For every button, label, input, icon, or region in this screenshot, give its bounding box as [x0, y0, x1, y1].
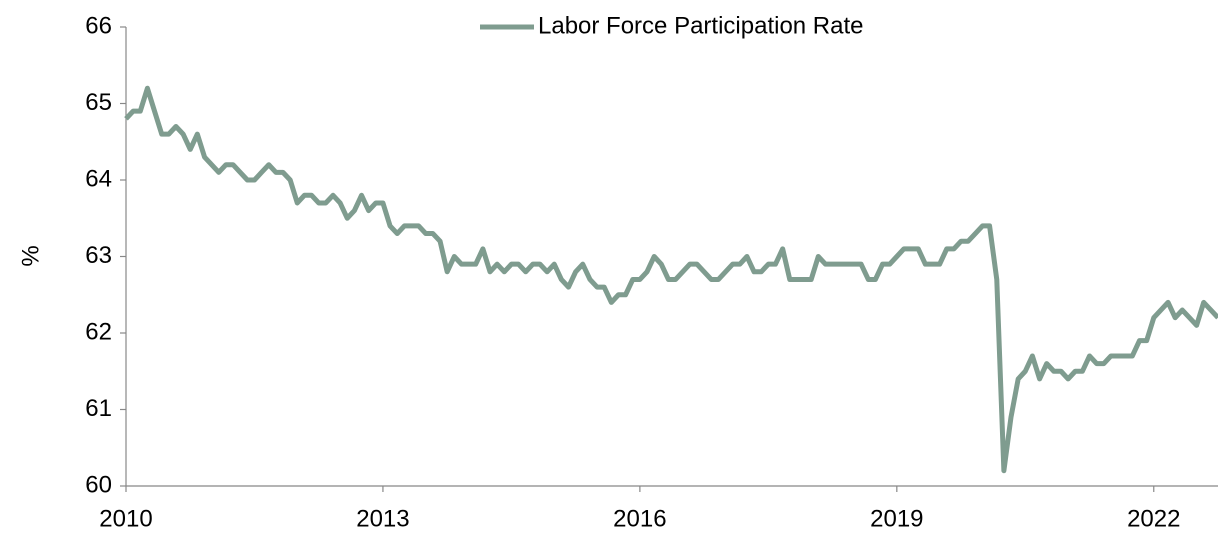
x-tick-label: 2016: [613, 505, 666, 532]
x-tick-label: 2013: [356, 505, 409, 532]
x-tick-label: 2010: [99, 505, 152, 532]
y-tick-label: 64: [85, 165, 112, 192]
y-axis-label: %: [17, 245, 44, 266]
y-tick-label: 66: [85, 12, 112, 39]
y-tick-label: 61: [85, 395, 112, 422]
series-line: [124, 85, 1218, 474]
y-tick-label: 62: [85, 318, 112, 345]
y-tick-label: 65: [85, 89, 112, 116]
x-tick-label: 2019: [870, 505, 923, 532]
y-tick-label: 60: [85, 471, 112, 498]
legend-label: Labor Force Participation Rate: [538, 12, 864, 39]
y-tick-label: 63: [85, 242, 112, 269]
x-tick-label: 2022: [1127, 505, 1180, 532]
